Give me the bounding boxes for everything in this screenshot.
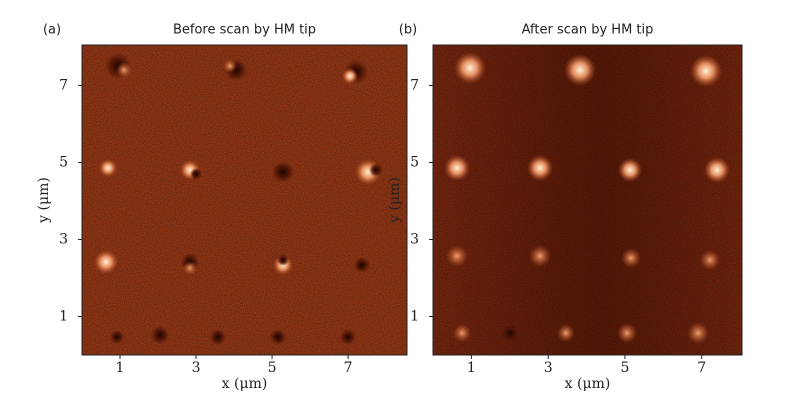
chart-title: Before scan by HM tip	[173, 23, 316, 38]
y-tick-label: 3	[410, 231, 419, 247]
x-tick-label: 3	[544, 360, 553, 376]
panel-label: (b)	[399, 23, 417, 38]
y-tick-label: 5	[410, 154, 419, 170]
y-tick-label: 5	[59, 154, 68, 170]
x-tick-label: 5	[268, 360, 277, 376]
plot-frame	[432, 44, 743, 356]
y-tick-label: 7	[59, 77, 68, 93]
image-b	[433, 45, 742, 355]
x-tick-label: 7	[697, 360, 706, 376]
panel-label: (a)	[43, 23, 61, 38]
y-tick-label: 1	[59, 308, 68, 324]
x-tick-label: 3	[192, 360, 201, 376]
y-tick-label: 3	[59, 231, 68, 247]
y-axis-label: y (μm)	[387, 177, 403, 224]
y-tick-label: 1	[410, 308, 419, 324]
x-axis-label: x (μm)	[565, 376, 611, 392]
y-axis-label: y (μm)	[36, 177, 52, 224]
x-axis-label: x (μm)	[222, 376, 268, 392]
x-tick-label: 1	[467, 360, 476, 376]
image-a	[82, 45, 407, 355]
x-tick-label: 7	[344, 360, 353, 376]
x-tick-label: 5	[620, 360, 629, 376]
y-tick-label: 7	[410, 77, 419, 93]
chart-title: After scan by HM tip	[522, 23, 654, 38]
x-tick-label: 1	[116, 360, 125, 376]
plot-frame	[81, 44, 408, 356]
